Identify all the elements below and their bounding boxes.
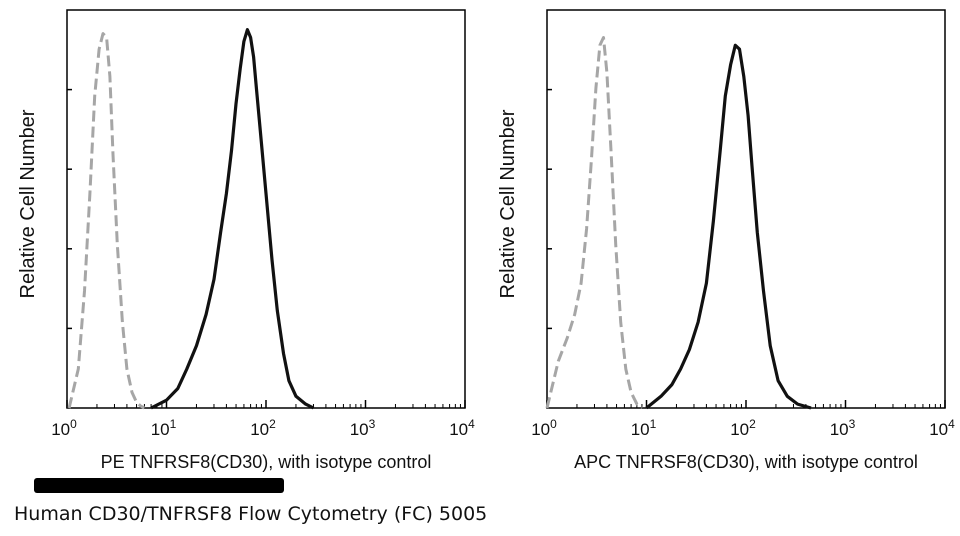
redacted-label [34, 478, 284, 493]
histogram-panel-apc: 100 101 102 103 104 APC TNFRSF8(CD30), with i… [497, 9, 955, 472]
histogram-panel-pe: 100 101 102 103 104 PE TNFRSF8(CD30), with is… [17, 9, 475, 472]
x-tick-label: 101 [151, 417, 177, 439]
isotype-control-histogram [67, 32, 146, 410]
x-tick-label: 104 [929, 417, 955, 439]
y-axis-label: Relative Cell Number [497, 109, 519, 298]
x-axis-label: PE TNFRSF8(CD30), with isotype control [101, 452, 432, 472]
x-tick-label: 100 [531, 417, 557, 439]
x-tick-label: 103 [830, 417, 856, 439]
x-tick-label: 100 [51, 417, 77, 439]
x-tick-label: 101 [631, 417, 657, 439]
figure-caption: Human CD30/TNFRSF8 Flow Cytometry (FC) 5… [14, 503, 488, 525]
y-axis-label: Relative Cell Number [17, 109, 39, 298]
sample-histogram [645, 43, 812, 410]
isotype-control-histogram [545, 36, 643, 410]
x-tick-label: 103 [350, 417, 376, 439]
x-tick-label: 102 [250, 417, 276, 439]
sample-histogram [150, 28, 315, 410]
x-tick-label: 104 [449, 417, 475, 439]
x-axis-label: APC TNFRSF8(CD30), with isotype control [574, 452, 918, 472]
x-tick-label: 102 [730, 417, 756, 439]
